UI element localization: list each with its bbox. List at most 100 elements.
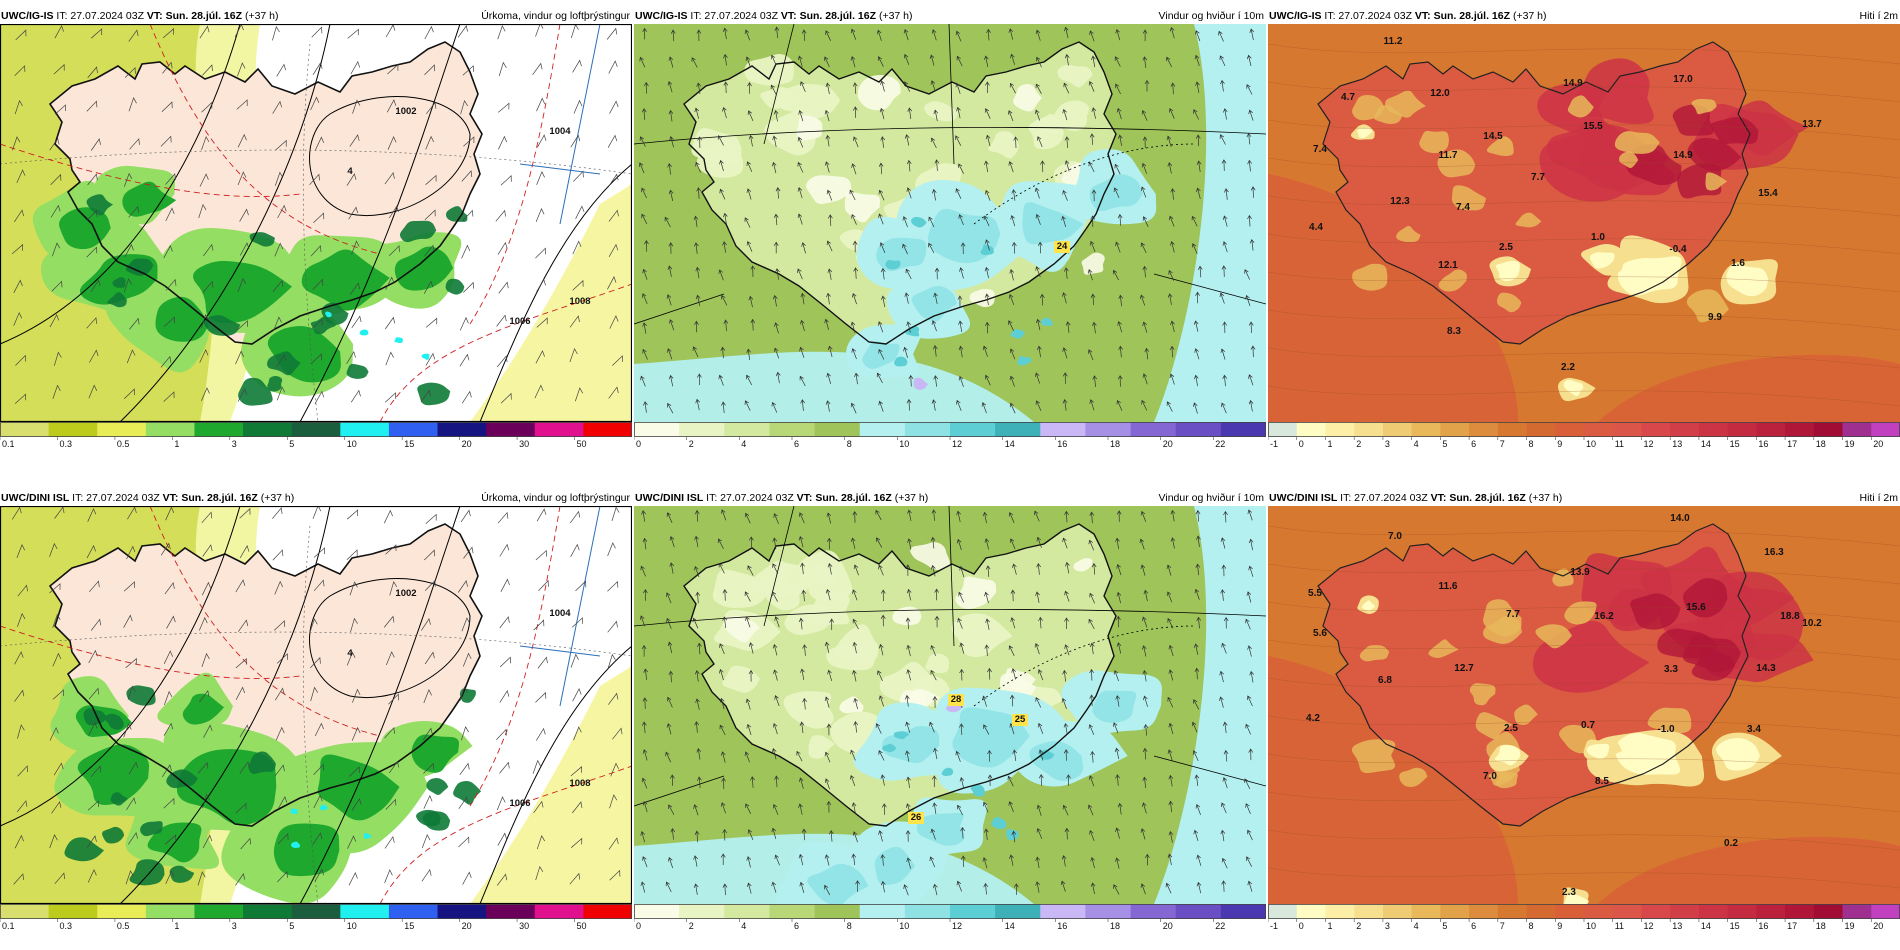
- map-value-label: 1008: [569, 296, 590, 307]
- colorbar-swatch: [724, 422, 770, 437]
- colorbar-tick-label: 50: [577, 439, 587, 449]
- panel-run-info: UWC/IG-IS IT: 27.07.2024 03Z VT: Sun. 28…: [1269, 10, 1547, 22]
- colorbar-tick-label: 1: [1328, 921, 1333, 931]
- svg-text:2.2: 2.2: [1561, 362, 1575, 373]
- colorbar-tick-label: 12: [952, 921, 962, 931]
- map-value-label: 14.3: [1756, 663, 1776, 674]
- map-value-label: 11.7: [1439, 150, 1458, 161]
- colorbar-swatch: [1220, 904, 1266, 919]
- map-value-label: 1002: [395, 106, 416, 117]
- map-value-label: 14.9: [1563, 78, 1583, 89]
- colorbar-tick-label: 18: [1110, 921, 1120, 931]
- map-value-label: 8.5: [1595, 776, 1609, 787]
- colorbar-tick-label: 0: [636, 921, 641, 931]
- map-value-label: 7.4: [1456, 202, 1470, 213]
- colorbar-swatch: [1469, 422, 1499, 437]
- colorbar-swatch: [1220, 422, 1266, 437]
- colorbar-swatch: [1813, 422, 1844, 437]
- colorbar-swatch: [0, 904, 50, 919]
- colorbar-swatch: [1612, 422, 1642, 437]
- svg-text:11.2: 11.2: [1384, 36, 1403, 47]
- colorbar-swatch: [1785, 904, 1815, 919]
- map-value-label: 11.6: [1439, 581, 1458, 592]
- colorbar-swatch: [583, 904, 632, 919]
- colorbar-swatch: [1085, 904, 1132, 919]
- colorbar-swatch: [1670, 422, 1700, 437]
- svg-text:17.0: 17.0: [1673, 74, 1693, 85]
- map-value-label: 0.7: [1581, 720, 1595, 731]
- colorbar-swatch: [486, 422, 536, 437]
- colorbar-swatch: [1268, 422, 1298, 437]
- panel-run-info: UWC/DINI ISL IT: 27.07.2024 03Z VT: Sun.…: [635, 492, 929, 504]
- colorbar-tick-label: 0.5: [117, 439, 130, 449]
- colorbar-swatch: [904, 904, 951, 919]
- colorbar-tick-label: 3: [1385, 439, 1390, 449]
- colorbar-swatch: [291, 904, 341, 919]
- colorbar-tick-label: 20: [1873, 921, 1883, 931]
- svg-text:5.5: 5.5: [1308, 588, 1322, 599]
- colorbar-tick-label: 13: [1672, 921, 1682, 931]
- colorbar-swatch: [145, 904, 195, 919]
- colorbar-tick-label: 17: [1787, 921, 1797, 931]
- colorbar-swatch: [1268, 904, 1298, 919]
- colorbar-tick-label: 20: [1163, 439, 1173, 449]
- svg-text:4.7: 4.7: [1341, 92, 1355, 103]
- colorbar-swatch: [97, 904, 147, 919]
- colorbar-swatch: [1842, 904, 1872, 919]
- colorbar-tick-label: 4: [1414, 439, 1419, 449]
- map-panel-precip: UWC/IG-IS IT: 27.07.2024 03Z VT: Sun. 28…: [0, 8, 632, 452]
- map-value-label: 1004: [549, 126, 571, 137]
- colorbar-swatch: [1641, 422, 1671, 437]
- colorbar-swatch: [1382, 422, 1413, 437]
- colorbar-tick-label: 12: [952, 439, 962, 449]
- colorbar-tick-label: 15: [1730, 921, 1740, 931]
- colorbar-swatch: [1871, 904, 1900, 919]
- panel-header: UWC/IG-IS IT: 27.07.2024 03Z VT: Sun. 28…: [1268, 8, 1900, 24]
- svg-text:15.6: 15.6: [1686, 602, 1706, 613]
- svg-text:10.2: 10.2: [1802, 618, 1822, 629]
- colorbar-swatch: [1440, 422, 1470, 437]
- colorbar-tick-label: 11: [1615, 439, 1624, 449]
- colorbar-tick-label: 18: [1110, 439, 1120, 449]
- colorbar-tick-label: 5: [1442, 439, 1447, 449]
- map-value-label: 8.3: [1447, 326, 1461, 337]
- svg-text:14.9: 14.9: [1563, 78, 1583, 89]
- svg-text:7.0: 7.0: [1483, 771, 1497, 782]
- map-value-label: -0.4: [1669, 244, 1687, 255]
- map-value-label: 15.6: [1686, 602, 1706, 613]
- colorbar-tick-label: 20: [1873, 439, 1883, 449]
- colorbar-swatch: [1727, 422, 1757, 437]
- colorbar-tick-label: 15: [404, 439, 414, 449]
- panel-header: UWC/IG-IS IT: 27.07.2024 03Z VT: Sun. 28…: [634, 8, 1266, 24]
- panel-title: Úrkoma, vindur og loftþrýstingur: [481, 10, 630, 22]
- colorbar-tick-label: 10: [1586, 439, 1596, 449]
- map-value-label: 16.3: [1764, 547, 1784, 558]
- map-value-label: 12.7: [1454, 663, 1474, 674]
- colorbar-swatch: [1612, 904, 1642, 919]
- colorbar: 0 2 4 6 8 10 12 14 16 18 20 22: [634, 904, 1266, 934]
- colorbar-swatch: [534, 904, 584, 919]
- svg-text:15.4: 15.4: [1758, 188, 1778, 199]
- colorbar: 0 2 4 6 8 10 12 14 16 18 20 22: [634, 422, 1266, 452]
- colorbar-tick-label: 0: [1299, 439, 1304, 449]
- colorbar: 0.1 0.3 0.5 1 3 5 10 15 20 30 50: [0, 904, 632, 934]
- svg-text:5.6: 5.6: [1313, 628, 1327, 639]
- svg-text:7.4: 7.4: [1456, 202, 1470, 213]
- svg-text:0.7: 0.7: [1581, 720, 1595, 731]
- colorbar-tick-label: 20: [462, 921, 472, 931]
- colorbar-tick-label: 12: [1644, 439, 1654, 449]
- panel-run-info: UWC/IG-IS IT: 27.07.2024 03Z VT: Sun. 28…: [635, 10, 913, 22]
- map-value-label: -1.0: [1657, 724, 1675, 735]
- map-value-label: 13.9: [1570, 567, 1590, 578]
- colorbar-swatch: [1555, 422, 1585, 437]
- forecast-map: 28 25 26: [634, 506, 1266, 904]
- map-value-label: 14.5: [1483, 131, 1503, 142]
- colorbar-swatch: [1354, 904, 1384, 919]
- svg-text:1.6: 1.6: [1731, 258, 1745, 269]
- colorbar-swatch: [534, 422, 584, 437]
- svg-text:26: 26: [911, 812, 922, 823]
- colorbar-swatch: [1440, 904, 1470, 919]
- map-value-label: 12.3: [1390, 196, 1410, 207]
- svg-text:1004: 1004: [549, 126, 571, 137]
- svg-text:1008: 1008: [569, 296, 590, 307]
